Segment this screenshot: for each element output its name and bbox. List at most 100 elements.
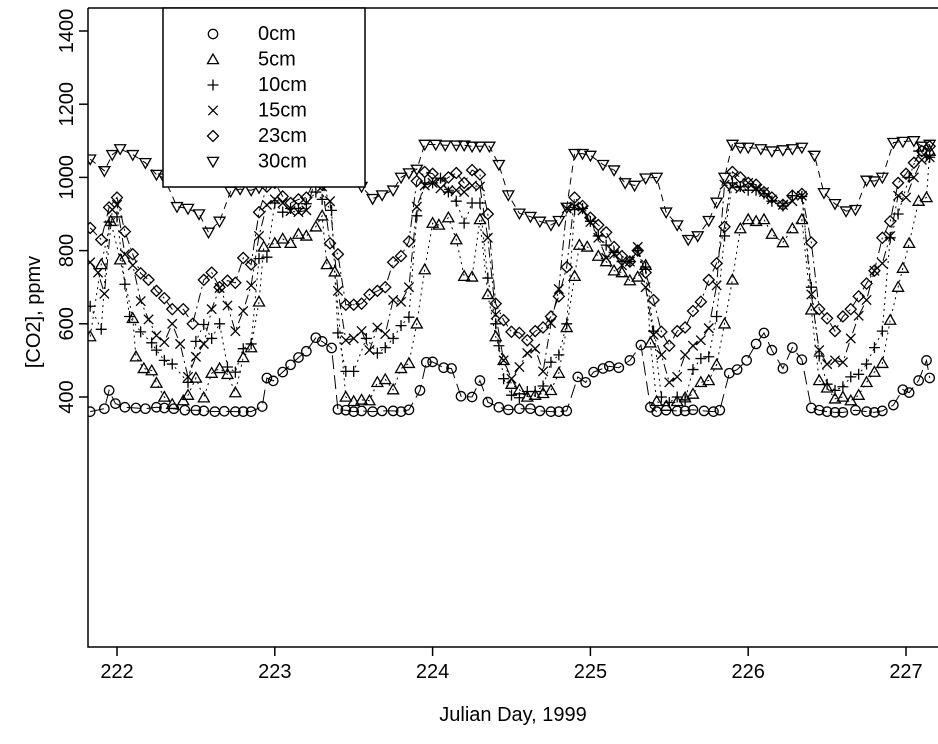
point-15cm	[119, 249, 131, 260]
point-15cm	[672, 371, 683, 383]
point-15cm	[459, 186, 470, 198]
point-5cm	[828, 392, 842, 404]
point-15cm	[679, 349, 691, 361]
point-0cm	[414, 385, 426, 396]
legend-box	[162, 7, 366, 188]
point-10cm	[371, 347, 383, 359]
point-30cm	[567, 148, 582, 161]
point-10cm	[805, 281, 817, 293]
point-10cm	[529, 386, 541, 398]
point-23cm	[378, 280, 392, 294]
point-30cm	[575, 148, 590, 161]
point-5cm	[528, 388, 542, 400]
point-23cm	[647, 293, 660, 307]
point-10cm	[237, 343, 249, 355]
point-0cm	[395, 406, 407, 417]
point-10cm	[332, 327, 344, 339]
point-10cm	[474, 197, 486, 209]
point-10cm	[813, 350, 825, 362]
point-23cm	[631, 244, 645, 258]
point-23cm	[812, 302, 826, 316]
point-23cm	[710, 256, 724, 270]
point-15cm	[735, 183, 746, 194]
point-5cm	[189, 371, 203, 383]
point-15cm	[853, 310, 864, 321]
point-23cm	[907, 156, 921, 170]
point-0cm	[766, 344, 778, 356]
point-10cm	[253, 253, 265, 265]
point-0cm	[861, 406, 872, 417]
point-0cm	[777, 363, 789, 374]
legend-label-30cm: 30cm	[258, 151, 307, 173]
point-10cm	[310, 186, 322, 198]
point-5cm	[912, 194, 926, 206]
point-0cm	[438, 362, 449, 374]
point-15cm	[514, 361, 525, 373]
point-15cm	[474, 181, 486, 192]
point-10cm	[124, 310, 136, 322]
point-23cm	[552, 289, 566, 303]
point-30cm	[867, 176, 882, 188]
point-30cm	[501, 190, 515, 202]
point-30cm	[859, 175, 874, 188]
point-5cm	[449, 232, 463, 245]
point-15cm	[490, 309, 501, 320]
point-30cm	[765, 146, 779, 158]
point-5cm	[702, 373, 716, 386]
point-5cm	[496, 353, 511, 366]
point-15cm	[687, 340, 699, 351]
point-15cm	[190, 351, 202, 362]
point-23cm	[795, 187, 809, 201]
point-23cm	[186, 317, 200, 331]
point-5cm	[197, 390, 211, 403]
point-5cm	[441, 210, 456, 223]
point-23cm	[828, 324, 842, 338]
point-5cm	[489, 329, 503, 342]
point-0cm	[588, 366, 599, 378]
point-15cm	[293, 207, 304, 218]
point-23cm	[765, 191, 779, 204]
point-23cm	[441, 170, 455, 184]
point-30cm	[807, 150, 822, 163]
point-23cm	[394, 249, 408, 263]
point-10cm	[88, 300, 96, 312]
point-5cm	[607, 263, 621, 276]
point-30cm	[627, 180, 642, 193]
point-30cm	[105, 149, 119, 162]
point-15cm	[340, 335, 351, 346]
point-0cm	[687, 404, 699, 416]
legend-marker-15cm	[207, 105, 219, 116]
point-0cm	[190, 404, 202, 416]
point-23cm	[544, 310, 558, 323]
point-15cm	[506, 373, 517, 384]
point-15cm	[230, 325, 241, 337]
point-23cm	[165, 302, 179, 316]
point-15cm	[182, 371, 194, 383]
point-0cm	[230, 406, 241, 417]
point-15cm	[695, 335, 706, 346]
point-30cm	[583, 150, 598, 163]
point-15cm	[577, 205, 588, 216]
point-23cm	[852, 289, 866, 303]
point-23cm	[891, 176, 905, 190]
point-0cm	[427, 356, 438, 368]
point-23cm	[213, 280, 226, 294]
point-10cm	[892, 208, 904, 220]
legend-label-15cm: 15cm	[258, 100, 307, 122]
point-15cm	[821, 358, 833, 370]
point-15cm	[900, 192, 912, 203]
point-5cm	[552, 366, 566, 378]
point-5cm	[733, 221, 747, 234]
point-5cm	[176, 393, 190, 406]
point-0cm	[805, 402, 817, 414]
point-5cm	[741, 212, 755, 225]
point-30cm	[473, 141, 487, 154]
point-0cm	[502, 404, 514, 416]
point-30cm	[418, 139, 432, 152]
point-0cm	[921, 355, 932, 366]
point-10cm	[316, 193, 328, 205]
point-5cm	[710, 357, 724, 370]
point-23cm	[221, 274, 234, 288]
point-5cm	[717, 316, 732, 329]
point-0cm	[356, 405, 367, 417]
